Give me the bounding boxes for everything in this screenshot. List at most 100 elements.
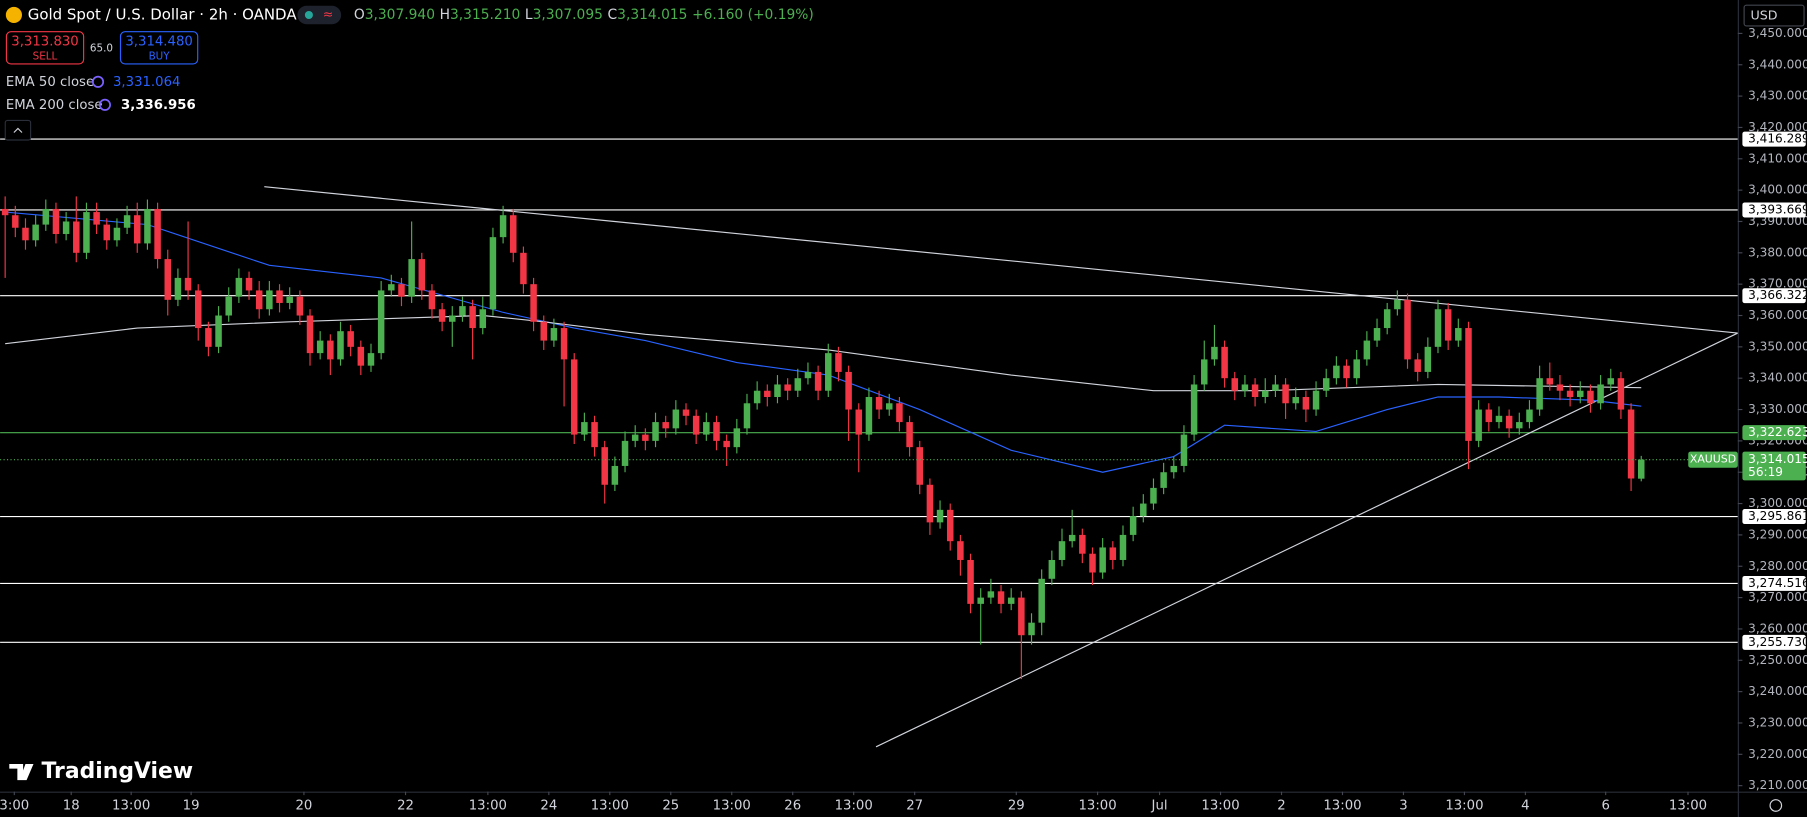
ema200-legend[interactable]: EMA 200 close xyxy=(6,98,103,113)
candle-body xyxy=(316,340,324,354)
candle-body xyxy=(1160,472,1167,488)
symbol-label-box xyxy=(1688,451,1738,468)
symbol-title[interactable]: Gold Spot / U.S. Dollar · 2h · OANDA xyxy=(28,5,298,23)
candle-body xyxy=(1414,359,1421,372)
candle-body xyxy=(388,284,395,291)
close-value: 3,314.015 xyxy=(617,7,687,23)
x-tick-label: 13:00 xyxy=(1669,798,1707,813)
settings-icon[interactable] xyxy=(1769,799,1783,812)
candle-body xyxy=(1485,409,1493,423)
candle-body xyxy=(1221,346,1228,379)
sell-label: SELL xyxy=(33,50,58,62)
y-tick-label: 3,300.000 xyxy=(1748,496,1807,510)
candle-body xyxy=(1028,622,1035,636)
candle-body xyxy=(194,290,202,329)
price-label-box xyxy=(1742,451,1806,481)
level-label-box xyxy=(1742,509,1806,525)
ema50-icon[interactable] xyxy=(91,75,105,88)
candle-body xyxy=(123,215,131,228)
candle-body xyxy=(733,428,741,448)
currency-button[interactable] xyxy=(1743,4,1805,27)
buy-label: BUY xyxy=(149,50,171,62)
candle-body xyxy=(1322,378,1330,391)
low-value: 3,307.095 xyxy=(533,7,603,23)
sell-button[interactable] xyxy=(5,31,85,65)
collapse-chevron xyxy=(13,127,23,133)
candle-body xyxy=(449,315,456,322)
candle-body xyxy=(1241,384,1249,391)
candle-body xyxy=(1,208,9,216)
candle-body xyxy=(164,259,172,300)
axes: 3,210.000 3,220.000 3,230.000 3,240.000 3,25… xyxy=(0,26,1807,814)
candle-body xyxy=(459,306,466,316)
level-label: 3,255.730 xyxy=(1748,635,1807,649)
y-tick-label: 3,350.000 xyxy=(1748,339,1807,353)
candle-body xyxy=(1282,384,1289,404)
candle-body xyxy=(215,315,222,347)
candle-body xyxy=(642,434,649,441)
candle-body xyxy=(855,409,863,435)
high-value: 3,315.210 xyxy=(450,7,520,23)
y-tick-label: 3,360.000 xyxy=(1748,308,1807,322)
level-label-box xyxy=(1742,425,1806,441)
candle-body xyxy=(682,409,690,416)
candle-body xyxy=(926,484,934,523)
candle-body xyxy=(347,331,354,347)
candle-body xyxy=(530,284,537,322)
candle-body xyxy=(276,290,283,303)
collapse-button[interactable] xyxy=(4,119,32,141)
candle-body xyxy=(540,321,547,341)
candle-body xyxy=(479,309,487,329)
candle-body xyxy=(93,212,100,225)
y-tick-label: 3,230.000 xyxy=(1748,715,1807,729)
x-tick-label: 2 xyxy=(1277,798,1285,813)
x-tick-label: 3 xyxy=(1399,798,1407,813)
candle-body xyxy=(357,346,365,366)
candle-body xyxy=(1424,346,1432,372)
candle-body xyxy=(42,208,50,225)
candle-body xyxy=(1058,541,1066,560)
buy-button[interactable] xyxy=(119,31,199,65)
high-label: H xyxy=(440,7,450,23)
candle-body xyxy=(499,215,507,238)
candle-body xyxy=(601,447,608,485)
market-open-dot xyxy=(304,10,313,20)
candle-body xyxy=(428,290,436,310)
ema200-icon[interactable] xyxy=(98,98,111,111)
candle-body xyxy=(1465,328,1472,441)
candle-body xyxy=(1018,597,1025,636)
candle-body xyxy=(1536,378,1543,410)
ema50-legend[interactable]: EMA 50 close xyxy=(6,75,94,90)
x-tick-label: 18 xyxy=(63,798,80,813)
candle-body xyxy=(1089,553,1096,573)
x-tick-label: 22 xyxy=(397,798,414,813)
candle-body xyxy=(1272,384,1279,391)
candle-body xyxy=(1363,340,1371,360)
candle-body xyxy=(753,390,761,404)
x-tick-label: Jul xyxy=(1151,798,1168,813)
level-label: 3,295.861 xyxy=(1748,509,1807,523)
y-tick-label: 3,210.000 xyxy=(1748,778,1807,792)
level-label-box xyxy=(1742,131,1806,147)
candle-body xyxy=(835,353,842,372)
candle-body xyxy=(987,591,995,598)
candle-body xyxy=(255,290,263,310)
candle-body xyxy=(1617,378,1625,410)
candle-body xyxy=(103,224,111,241)
x-tick-label: 29 xyxy=(1008,798,1025,813)
y-tick-label: 3,420.000 xyxy=(1748,120,1807,134)
status-pill[interactable] xyxy=(297,5,342,25)
y-tick-label: 3,400.000 xyxy=(1748,183,1807,197)
x-tick-label: 6 xyxy=(1601,798,1609,813)
level-label: 3,393.669 xyxy=(1748,202,1807,216)
candle-body xyxy=(73,221,80,253)
y-tick-label: 3,220.000 xyxy=(1748,747,1807,761)
candle-body xyxy=(1505,415,1513,429)
candle-body xyxy=(703,422,710,435)
candle-body xyxy=(510,215,517,253)
candle-body xyxy=(327,340,334,360)
candle-body xyxy=(12,215,19,228)
candle-body xyxy=(1007,597,1015,604)
candle-body xyxy=(845,371,852,410)
